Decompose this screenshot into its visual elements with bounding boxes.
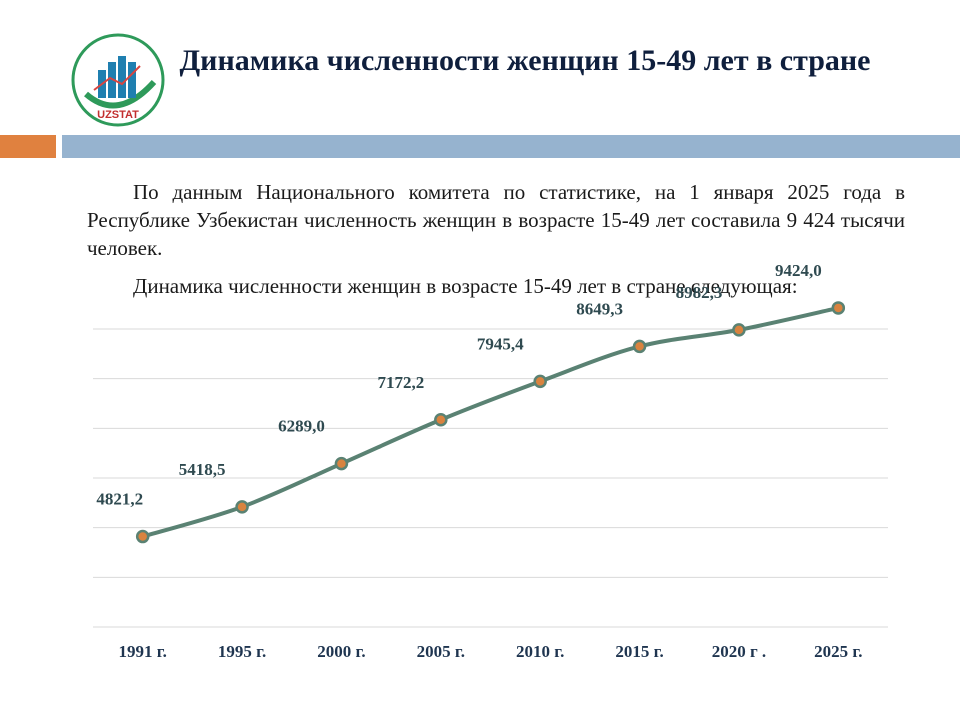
data-point bbox=[732, 323, 746, 337]
x-tick-label: 2020 г . bbox=[712, 642, 766, 661]
x-tick-label: 2025 г. bbox=[814, 642, 862, 661]
x-tick-label: 2005 г. bbox=[417, 642, 465, 661]
page-title: Динамика численности женщин 15-49 лет в … bbox=[179, 44, 871, 77]
accent-bar-blue bbox=[62, 135, 960, 158]
data-point bbox=[334, 456, 349, 471]
uzstat-logo: UZSTAT bbox=[70, 32, 166, 128]
data-label: 7172,2 bbox=[377, 373, 424, 392]
data-label: 7945,4 bbox=[477, 334, 524, 353]
data-label: 6289,0 bbox=[278, 417, 325, 436]
data-label: 8649,3 bbox=[576, 299, 623, 318]
series-line bbox=[140, 305, 841, 539]
data-point bbox=[235, 500, 249, 514]
data-point bbox=[831, 301, 846, 315]
data-point bbox=[434, 413, 448, 427]
data-point bbox=[533, 374, 547, 389]
data-point bbox=[135, 529, 150, 544]
x-tick-label: 2015 г. bbox=[615, 642, 663, 661]
data-label: 5418,5 bbox=[179, 460, 226, 479]
accent-bar-orange bbox=[0, 135, 56, 158]
x-tick-label: 1995 г. bbox=[218, 642, 266, 661]
logo-text: UZSTAT bbox=[97, 109, 139, 121]
data-label: 4821,2 bbox=[96, 490, 143, 509]
x-tick-label: 1991 г. bbox=[119, 642, 167, 661]
intro-paragraph: По данным Национального комитета по стат… bbox=[87, 180, 905, 260]
x-tick-label: 2000 г. bbox=[317, 642, 365, 661]
data-label: 9424,0 bbox=[775, 261, 822, 280]
data-point bbox=[632, 339, 647, 354]
chart-intro-paragraph: Динамика численности женщин в возрасте 1… bbox=[133, 274, 798, 298]
data-label: 8982,3 bbox=[676, 283, 723, 302]
x-tick-label: 2010 г. bbox=[516, 642, 564, 661]
